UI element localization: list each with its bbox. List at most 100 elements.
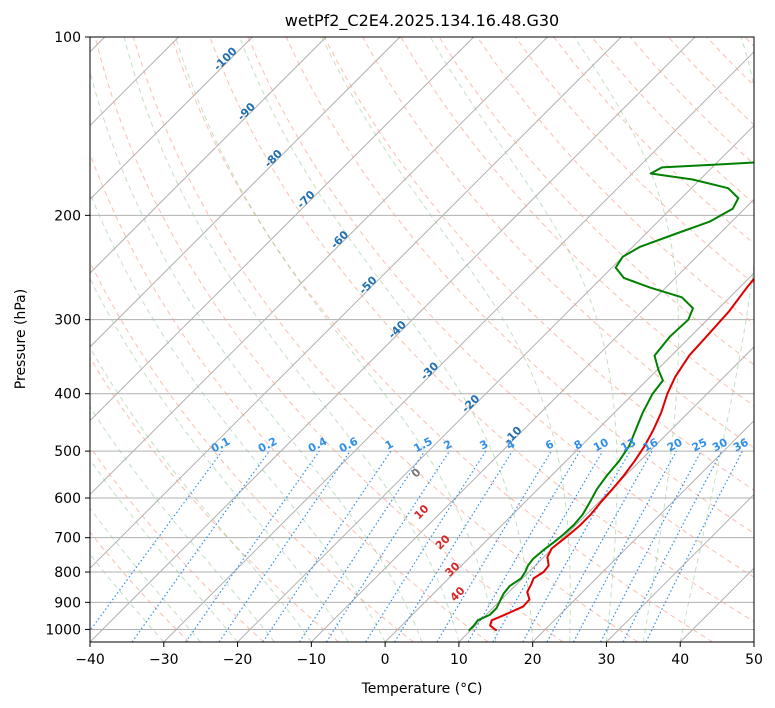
plot-frame [89, 36, 755, 643]
dry-adiabat-line [90, 446, 265, 642]
dry-adiabat-line [94, 37, 564, 642]
mixing-ratio-line [131, 450, 270, 642]
mixing-ratio-line [394, 450, 513, 642]
moist-adiabat-line [679, 37, 754, 642]
mixing-ratio-line [299, 450, 426, 642]
chart-title: wetPf2_C2E4.2025.134.16.48.G30 [285, 11, 559, 31]
mixing-ratio-line [218, 450, 351, 642]
dry-adiabat-label: -30 [418, 359, 441, 382]
dry-adiabat-label: -60 [328, 228, 351, 251]
dry-adiabat-label: -80 [262, 147, 285, 170]
mixing-ratio-line [572, 450, 677, 642]
mixing-ratio-label: 3 [478, 437, 491, 452]
y-tick-label: 900 [54, 595, 81, 611]
y-tick-label: 200 [54, 208, 81, 224]
isotherm-line [237, 124, 754, 642]
mixing-ratio-label: 20 [665, 436, 685, 455]
isotherm-line [458, 346, 754, 642]
line-labels: 0.1 0.2 0.4 0.6 1 1.5 2 3 4 6 8 10 13 16 20 25 30 36-100-… [209, 44, 751, 604]
moist-adiabat-line [90, 553, 165, 642]
dry-adiabat-line [553, 37, 754, 245]
dry-adiabat-line [400, 37, 754, 407]
mixing-ratio-label: 16 [641, 436, 661, 455]
x-tick-label: −30 [149, 652, 179, 668]
moist-adiabat-line [239, 37, 534, 642]
mixing-ratio-label: 0.1 [209, 435, 232, 456]
dry-adiabat-line [209, 37, 754, 623]
y-tick-label: 1000 [45, 622, 81, 638]
dry-adiabat-line [90, 260, 414, 642]
dry-adiabat-line [90, 152, 489, 642]
mixing-ratio-label: 0.4 [306, 435, 330, 456]
isotherm-line [90, 37, 622, 569]
mixing-ratio-line [90, 450, 223, 632]
mixing-ratio-label: 10 [591, 436, 611, 455]
moist-adiabat-line [123, 37, 460, 642]
dry-adiabat-line [476, 37, 754, 325]
dry-adiabat-line [247, 37, 754, 578]
mixing-ratio-label: 0.2 [256, 435, 279, 456]
moist-adiabat-label: 20 [433, 532, 453, 552]
x-axis-label: Temperature (°C) [361, 681, 483, 697]
y-tick-label: 100 [54, 30, 81, 46]
y-tick-label: 400 [54, 387, 81, 403]
dry-adiabat-line [171, 37, 713, 642]
x-tick-label: −40 [75, 652, 105, 668]
mixing-ratio-line [522, 450, 631, 642]
moist-adiabat-line [90, 191, 386, 642]
dry-adiabat-label: -20 [459, 392, 482, 415]
moist-adiabat-label: 40 [448, 584, 468, 604]
x-tick-label: 50 [745, 652, 763, 668]
x-tick-label: 40 [671, 652, 689, 668]
mixing-ratio-line [645, 450, 744, 642]
dry-adiabat-line [438, 37, 754, 366]
dry-adiabat-line [744, 37, 754, 47]
dry-adiabat-line [90, 531, 190, 642]
dry-adiabat-label: -100 [211, 44, 240, 73]
y-tick-label: 700 [54, 531, 81, 547]
dry-adiabat-label: -50 [356, 273, 379, 296]
moist-adiabat-label: 30 [443, 559, 463, 579]
moist-adiabat-line [90, 346, 312, 642]
moist-adiabat-line [90, 277, 349, 642]
x-tick-label: 20 [524, 652, 542, 668]
mixing-ratio-label: 1 [383, 437, 396, 452]
x-tick-label: 30 [598, 652, 616, 668]
dry-adiabat-line [132, 37, 639, 642]
isotherm-line [90, 37, 548, 496]
mixing-ratio-line [436, 450, 552, 642]
series-layer [467, 161, 754, 632]
mixing-ratio-label: 0.6 [337, 435, 361, 456]
isotherm-line [384, 272, 754, 642]
moist-adiabat-line [90, 507, 202, 642]
y-tick-label: 800 [54, 565, 81, 581]
dry-adiabat-label: -40 [386, 318, 409, 341]
dry-adiabat-label: -90 [235, 100, 258, 123]
isotherm-line [90, 37, 327, 274]
x-tick-label: −20 [223, 652, 253, 668]
moist-adiabat-line [429, 37, 618, 642]
moist-adiabat-line [90, 405, 275, 642]
mixing-ratio-label: 30 [710, 436, 730, 455]
x-tick-label: 0 [381, 652, 390, 668]
mixing-ratio-label: 13 [619, 436, 639, 455]
moist-adiabat-label: 0 [409, 466, 424, 481]
dewpoint-profile-line [467, 161, 754, 632]
isotherm-line [163, 51, 754, 642]
moist-adiabat-line [175, 37, 497, 642]
mixing-ratio-line [185, 450, 320, 642]
mixing-ratio-line [546, 450, 653, 642]
y-axis-ticks: 1000 900 800 700 600 500 400 300 200 100 [45, 30, 90, 638]
y-axis-label: Pressure (hPa) [13, 289, 29, 389]
y-tick-label: 300 [54, 313, 81, 329]
dry-adiabat-line [591, 37, 754, 205]
moist-adiabat-label: 10 [412, 502, 432, 522]
dry-adiabat-line [362, 37, 754, 449]
isotherm-line [90, 37, 475, 422]
isotherm-line [90, 37, 253, 201]
isotherm-line [679, 567, 754, 642]
y-tick-label: 500 [54, 444, 81, 460]
mixing-ratio-line [467, 450, 581, 642]
moist-adiabat-line [321, 37, 571, 642]
